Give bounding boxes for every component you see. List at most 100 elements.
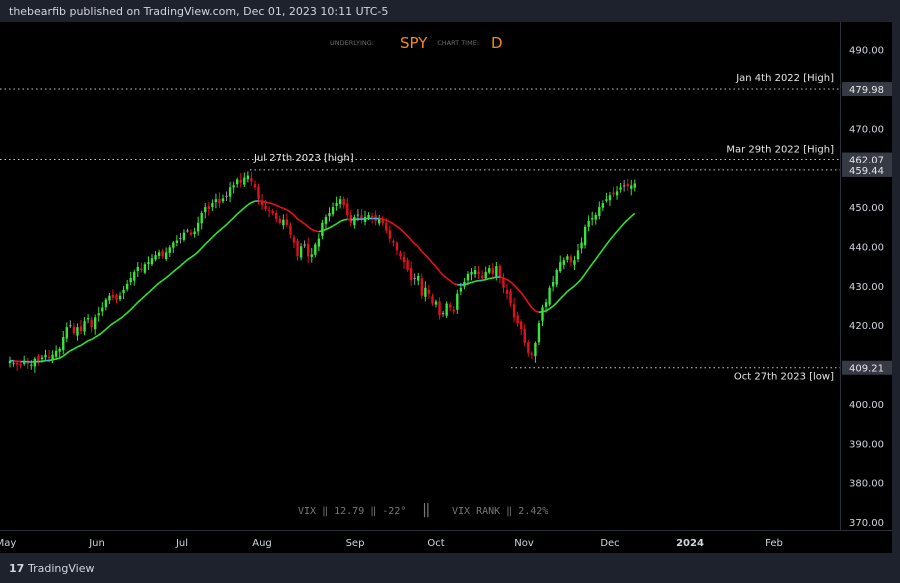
ma-segment: [311, 228, 316, 232]
price-axis[interactable]: 370.00380.00390.00400.00410.00420.00430.…: [840, 22, 893, 530]
ma-segment: [563, 290, 568, 296]
price-chart[interactable]: Jan 4th 2022 [High] Mar 29th 2022 [High] J…: [0, 22, 840, 530]
ma-segment: [101, 328, 107, 334]
candle: [310, 247, 313, 263]
candle: [626, 178, 629, 191]
ma-segment: [449, 280, 455, 285]
candle: [427, 284, 431, 299]
candle: [509, 288, 512, 307]
candle: [8, 356, 12, 368]
ma-segment: [570, 285, 575, 290]
candle: [161, 248, 164, 259]
candle: [456, 289, 459, 314]
candle: [104, 297, 108, 311]
candle: [399, 250, 402, 260]
ma-segment: [215, 230, 220, 235]
candle: [90, 316, 93, 333]
ma-segment: [55, 357, 60, 360]
candle: [370, 212, 374, 224]
ma-segment: [322, 228, 327, 232]
candle: [587, 215, 590, 232]
candle: [86, 314, 90, 324]
ma-segment: [243, 204, 249, 209]
chart-plot-area[interactable]: Jan 4th 2022 [High] Mar 29th 2022 [High] J…: [0, 22, 840, 530]
vix-separator: ‖: [422, 502, 430, 518]
candle: [125, 279, 129, 292]
candle: [72, 322, 76, 336]
candle: [62, 330, 65, 355]
candle: [140, 262, 143, 273]
candle: [530, 351, 534, 359]
candle: [338, 195, 342, 209]
vix-footer: VIX ‖ 12.79 ‖ -22° ‖ VIX RANK ‖ 2.42%: [298, 502, 548, 518]
ma-segment: [428, 258, 434, 264]
ma-segment: [410, 239, 416, 245]
ma-segment: [531, 307, 536, 312]
candle: [452, 306, 455, 315]
ma-segment: [630, 212, 636, 218]
ma-segment: [542, 310, 547, 313]
ma-segment: [233, 213, 238, 219]
candle: [79, 319, 83, 335]
time-axis-svg: May Jun Jul Aug Sep Oct Nov Dec 2024 Feb: [0, 538, 783, 549]
ma-segment: [438, 270, 444, 276]
candle: [523, 324, 526, 347]
ma-segment: [169, 271, 174, 276]
ma-segment: [467, 281, 472, 285]
ma-segment: [133, 301, 139, 307]
ma-segment: [197, 247, 203, 253]
x-tick-label: Oct: [427, 538, 444, 549]
ma-segment: [329, 225, 334, 229]
time-axis[interactable]: May Jun Jul Aug Sep Oct Nov Dec 2024 Feb: [0, 530, 892, 554]
candle: [193, 227, 196, 238]
ma-segment: [190, 254, 196, 258]
candle: [83, 317, 86, 336]
candle: [633, 179, 636, 192]
candle: [76, 323, 79, 341]
ma-segment: [172, 268, 178, 273]
candle: [491, 263, 494, 278]
candle: [406, 257, 409, 272]
ma-segment: [98, 331, 103, 336]
ma-segment: [566, 288, 572, 293]
candle: [346, 197, 349, 220]
ma-segment: [499, 276, 504, 279]
ma-segment: [247, 201, 252, 206]
svg-text:462.07: 462.07: [849, 156, 884, 167]
candle: [566, 254, 569, 263]
candle: [285, 213, 289, 227]
ma-segment: [588, 263, 593, 270]
x-tick-label: May: [0, 538, 16, 549]
x-tick-label: Jul: [175, 538, 188, 549]
candle: [278, 215, 281, 225]
candle: [122, 285, 125, 300]
ma-segment: [162, 277, 167, 282]
ma-segment: [620, 222, 625, 228]
ma-segment: [545, 307, 551, 312]
candle: [321, 219, 324, 240]
ma-segment: [144, 292, 149, 297]
price-level-tag: 459.44: [842, 162, 892, 177]
candle: [129, 271, 132, 286]
candle: [480, 270, 484, 281]
ma-segment: [94, 334, 100, 338]
ma-segment: [403, 231, 409, 237]
candle: [69, 320, 72, 329]
ma-segment: [179, 262, 185, 267]
candle: [143, 262, 147, 275]
candle: [420, 273, 423, 300]
ma-segment: [605, 239, 611, 246]
candle: [388, 225, 392, 243]
ma-segment: [509, 281, 515, 286]
ma-segment: [623, 219, 629, 224]
y-tick-label: 420.00: [849, 321, 884, 332]
candle: [559, 255, 562, 273]
ma-segment: [506, 278, 511, 283]
ma-segment: [158, 279, 164, 284]
candle: [168, 245, 171, 257]
ma-segment: [293, 214, 299, 220]
ma-segment: [283, 207, 288, 211]
ma-segment: [59, 355, 64, 359]
candle: [562, 257, 565, 270]
ma-segment: [236, 210, 242, 215]
